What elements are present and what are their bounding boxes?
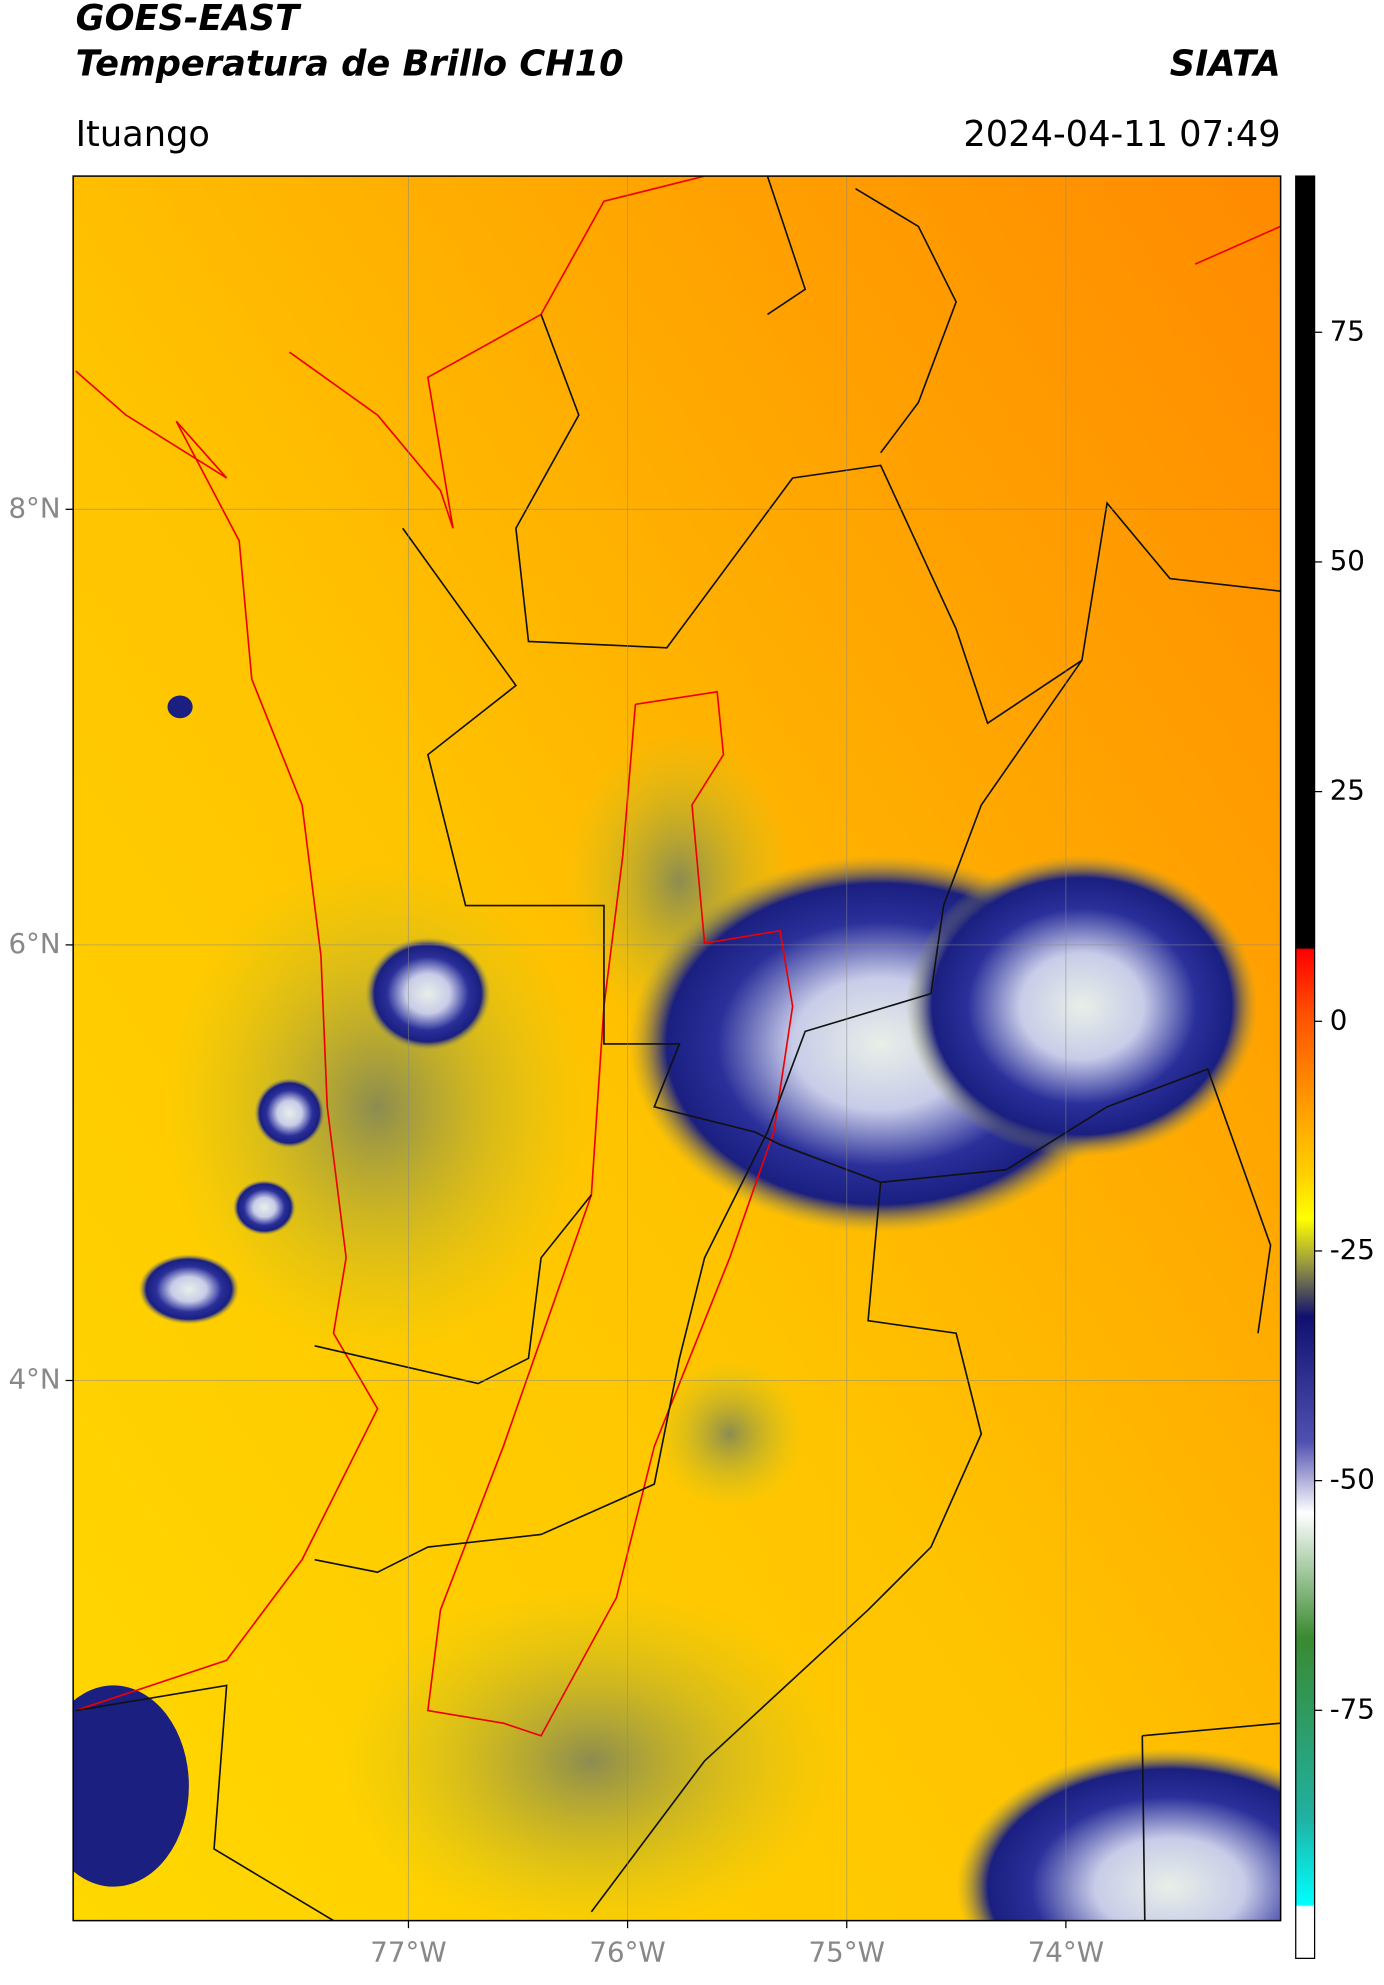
colorbar-tick-label: 50 [1330,544,1365,577]
colorbar-tick-label: 75 [1330,314,1365,347]
lon-label: 76°W [589,1935,665,1968]
colorbar-tick-label: 0 [1330,1003,1348,1036]
datetime: 2024-04-11 07:49 [963,114,1280,155]
title: GOES-EAST [76,0,302,39]
lat-label: 6°N [8,927,60,960]
subtitle: Temperatura de Brillo CH10 [76,43,624,84]
source: SIATA [1170,43,1281,84]
colorbar-tick-label: -25 [1330,1233,1375,1266]
lat-label: 4°N [8,1362,60,1395]
map-image [73,176,1281,1921]
lat-label: 8°N [8,491,60,524]
map-frame [72,175,1282,1922]
graticule [73,176,1281,1921]
colorbar-tick-label: -50 [1330,1463,1375,1496]
lon-label: 74°W [1028,1935,1104,1968]
colorbar-tick-label: 25 [1330,774,1365,807]
lon-label: 75°W [809,1935,885,1968]
lon-label: 77°W [370,1935,446,1968]
colorbar-tick-label: -75 [1330,1692,1375,1725]
colorbar [1295,175,1316,1959]
place: Ituango [76,114,210,155]
